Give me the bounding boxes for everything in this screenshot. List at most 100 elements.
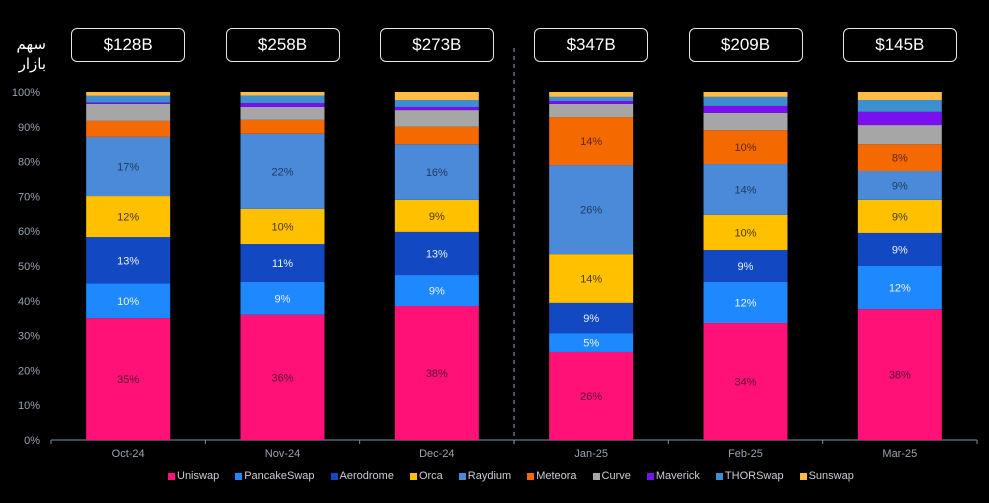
- legend-item: Maverick: [646, 470, 700, 482]
- data-label: 9%: [429, 286, 445, 298]
- data-label: 36%: [271, 372, 293, 384]
- legend-label: Meteora: [536, 470, 577, 482]
- bar-segment-thorswap: [394, 100, 479, 107]
- bar-segment-curve: [394, 110, 479, 127]
- bar-segment-uniswap: [394, 306, 479, 440]
- data-label: 9%: [738, 261, 754, 273]
- bar-segment-curve: [86, 103, 171, 121]
- bar-segment-meteora: [240, 119, 325, 134]
- y-tick-label: 60%: [18, 226, 40, 238]
- legend-label: THORSwap: [724, 470, 784, 482]
- bar-segment-raydium: [240, 133, 325, 209]
- legend: Uniswap PancakeSwap Aerodrome Orca Raydium Me…: [168, 470, 870, 482]
- legend-swatch: [715, 472, 723, 480]
- data-label: 8%: [892, 153, 908, 165]
- bar-segment-maverick: [86, 102, 171, 104]
- y-axis-title: سهم بازار: [16, 35, 46, 73]
- bar-segment-aerodrome: [394, 231, 479, 276]
- y-tick-label: 40%: [18, 296, 40, 308]
- x-tick-label: Oct-24: [112, 448, 145, 460]
- bar-segment-thorswap: [86, 95, 171, 103]
- data-label: 9%: [275, 293, 291, 305]
- data-label: 34%: [734, 377, 756, 389]
- x-tick-label: Jan-25: [574, 448, 608, 460]
- data-label: 12%: [889, 283, 911, 295]
- bar-segment-curve: [857, 125, 942, 145]
- data-label: 14%: [580, 274, 602, 286]
- legend-label: PancakeSwap: [244, 470, 315, 482]
- legend-swatch: [409, 472, 417, 480]
- bar-segment-uniswap: [703, 323, 788, 440]
- bar-segment-thorswap: [857, 100, 942, 112]
- data-label: 10%: [117, 296, 139, 308]
- data-label: 14%: [580, 136, 602, 148]
- bar-segment-orca: [703, 214, 788, 250]
- bar-segment-pancakeswap: [86, 283, 171, 319]
- bar-segment-maverick: [240, 103, 325, 107]
- bar-segment-aerodrome: [86, 237, 171, 284]
- x-tick-label: Feb-25: [728, 448, 763, 460]
- legend-swatch: [799, 472, 807, 480]
- legend-label: Curve: [601, 470, 631, 482]
- bar-segment-orca: [240, 208, 325, 245]
- data-label: 11%: [272, 258, 293, 270]
- legend-swatch: [458, 472, 466, 480]
- bar-segment-raydium: [703, 164, 788, 215]
- bar-segment-sunswap: [394, 92, 479, 101]
- legend-swatch: [330, 472, 338, 480]
- data-label: 13%: [117, 255, 139, 267]
- data-label: 9%: [892, 180, 908, 192]
- x-tick-label: Dec-24: [419, 448, 454, 460]
- bar-segment-uniswap: [549, 351, 634, 440]
- bar-segment-meteora: [86, 120, 171, 137]
- data-label: 12%: [117, 212, 139, 224]
- y-tick-label: 50%: [18, 261, 40, 273]
- legend-label: Uniswap: [177, 470, 220, 482]
- bar-segment-aerodrome: [857, 232, 942, 266]
- legend-swatch: [527, 472, 535, 480]
- legend-item: Meteora: [527, 470, 577, 482]
- bar-segment-uniswap: [240, 314, 325, 440]
- bar-segment-pancakeswap: [394, 275, 479, 307]
- bar-segment-curve: [240, 106, 325, 120]
- bar-segment-pancakeswap: [240, 282, 325, 315]
- bar-segment-pancakeswap: [549, 333, 634, 352]
- legend-item: PancakeSwap: [235, 470, 315, 482]
- legend-label: Orca: [418, 470, 443, 482]
- bar-segment-orca: [549, 254, 634, 303]
- data-label: 38%: [889, 370, 911, 382]
- bar-segment-meteora: [703, 130, 788, 165]
- data-label: 9%: [892, 244, 908, 256]
- legend-item: Curve: [592, 470, 631, 482]
- bar-segment-orca: [394, 199, 479, 232]
- bar-segment-thorswap: [549, 96, 634, 102]
- y-tick-label: 0%: [24, 435, 40, 447]
- y-tick-label: 80%: [18, 157, 40, 169]
- bar-segment-curve: [549, 103, 634, 118]
- data-label: 38%: [426, 368, 448, 380]
- y-tick-label: 70%: [18, 191, 40, 203]
- bar-segment-maverick: [394, 106, 479, 111]
- bar-segment-thorswap: [240, 95, 325, 104]
- bar-segment-pancakeswap: [857, 266, 942, 310]
- bar-segment-orca: [857, 199, 942, 233]
- y-tick-label: 10%: [18, 400, 40, 412]
- data-label: 35%: [117, 374, 139, 386]
- total-value-box: $347B: [534, 28, 649, 62]
- x-tick-label: Mar-25: [882, 448, 917, 460]
- legend-label: Aerodrome: [339, 470, 394, 482]
- total-value-box: $145B: [842, 28, 957, 62]
- data-label: 16%: [426, 167, 448, 179]
- bar-segment-thorswap: [703, 96, 788, 106]
- legend-swatch: [592, 472, 600, 480]
- legend-swatch: [646, 472, 654, 480]
- bar-segment-raydium: [86, 136, 171, 197]
- x-tick-label: Nov-24: [265, 448, 300, 460]
- total-value-box: $258B: [225, 28, 340, 62]
- bar-segment-uniswap: [86, 318, 171, 440]
- data-label: 10%: [734, 227, 756, 239]
- data-label: 9%: [429, 211, 445, 223]
- legend-swatch: [235, 472, 243, 480]
- data-label: 13%: [426, 248, 448, 260]
- bar-segment-sunswap: [240, 92, 325, 96]
